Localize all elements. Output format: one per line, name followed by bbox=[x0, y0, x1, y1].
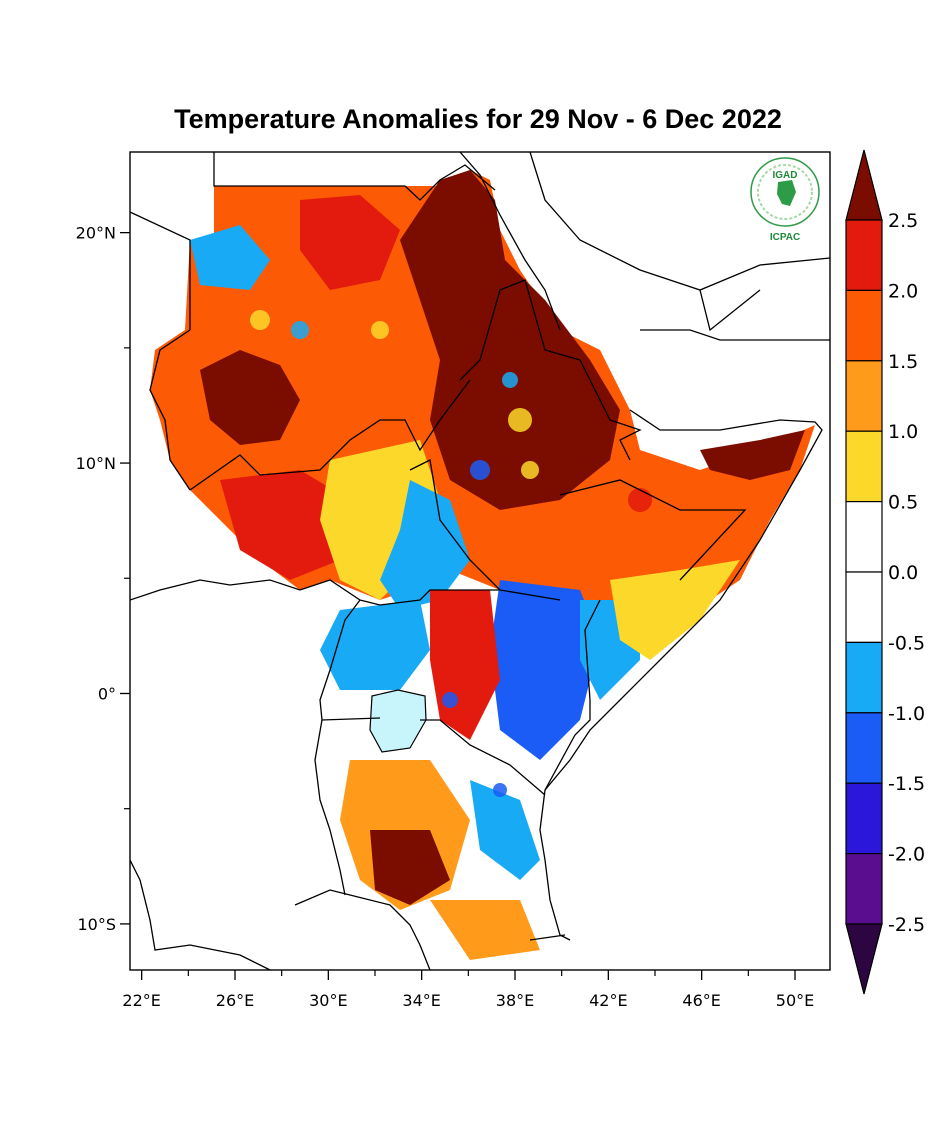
colorbar-level-label: 1.5 bbox=[888, 351, 918, 373]
colorbar-level-label: 1.0 bbox=[888, 421, 918, 443]
colorbar-level-label: 0.0 bbox=[888, 562, 918, 584]
country-borders bbox=[130, 152, 830, 970]
border-car-south-sudan bbox=[130, 579, 381, 606]
anomaly-region-tanzania-south-warm bbox=[430, 900, 540, 960]
logo-bottom-text: ICPAC bbox=[770, 232, 800, 243]
anomaly-region-somalia-south-mild bbox=[610, 560, 740, 660]
anomaly-region-north-hot bbox=[300, 195, 400, 290]
border-yemen bbox=[640, 289, 830, 341]
lake-victoria bbox=[369, 689, 427, 753]
anomaly-field bbox=[150, 170, 815, 960]
anomaly-region-west-sudan-hot bbox=[200, 350, 300, 445]
y-axis: 20°N 10°N 0° 10°S bbox=[76, 224, 130, 934]
anomaly-texture bbox=[250, 310, 652, 797]
anomaly-region-tanzania-coast-cool bbox=[470, 780, 540, 880]
border-libya-egypt bbox=[130, 211, 191, 330]
colorbar-box bbox=[845, 571, 883, 644]
y-tick-label: 0° bbox=[98, 684, 116, 703]
x-tick-label: 30°E bbox=[309, 991, 347, 1010]
africa-map-icon bbox=[777, 180, 796, 206]
border-zambia-malawi bbox=[130, 859, 271, 970]
anomaly-region-egypt-ethiopia-hot bbox=[400, 170, 620, 510]
x-tick-label: 22°E bbox=[122, 991, 160, 1010]
border-chad-sudan bbox=[149, 329, 191, 491]
x-tick-label: 34°E bbox=[402, 991, 440, 1010]
anomaly-region-northwest-cool bbox=[190, 225, 270, 290]
colorbar-bottom-arrow bbox=[845, 923, 883, 995]
plot-frame bbox=[129, 151, 831, 971]
x-tick-label: 38°E bbox=[496, 991, 534, 1010]
anomaly-region-kenya-cold bbox=[490, 580, 600, 760]
anomaly-region-somalia-hot bbox=[700, 430, 805, 480]
y-tick-label: 10°N bbox=[76, 454, 116, 473]
colorbar-box bbox=[845, 219, 883, 292]
border-sudan-south-sudan bbox=[189, 379, 471, 491]
colorbar-level-label: -0.5 bbox=[888, 632, 925, 654]
x-tick-label: 46°E bbox=[682, 991, 720, 1010]
colorbar-level-label: -2.0 bbox=[888, 844, 925, 866]
laurel-icon bbox=[757, 164, 813, 220]
border-kenya-somalia bbox=[544, 599, 601, 791]
colorbar-box bbox=[845, 289, 883, 362]
colorbar-level-label: -1.0 bbox=[888, 703, 925, 725]
border-drc-rwanda-burundi bbox=[314, 719, 346, 896]
border-red-sea-east bbox=[529, 152, 830, 291]
colorbar-top-arrow bbox=[845, 149, 883, 221]
anomaly-region-uganda-cool bbox=[320, 600, 430, 690]
x-tick-label: 50°E bbox=[776, 991, 814, 1010]
colorbar-box bbox=[845, 852, 883, 925]
colorbar-level-label: 2.5 bbox=[888, 210, 918, 232]
colorbar-level-label: -1.5 bbox=[888, 773, 925, 795]
map-title: Temperature Anomalies for 29 Nov - 6 Dec… bbox=[174, 104, 782, 134]
border-mozambique bbox=[529, 934, 566, 941]
colorbar-box bbox=[845, 712, 883, 784]
border-uganda-drc bbox=[319, 599, 381, 721]
border-red-sea-west bbox=[459, 152, 561, 331]
border-sudan-eritrea-ethiopia bbox=[459, 279, 642, 461]
colorbar-level-label: 0.5 bbox=[888, 492, 918, 514]
anomaly-region-central-hot bbox=[220, 470, 350, 580]
x-axis: 22°E 26°E 30°E 34°E 38°E 42°E 46°E 50°E bbox=[122, 970, 814, 1010]
anomaly-region-kenya-cool bbox=[380, 480, 470, 610]
colorbar-level-label: 2.0 bbox=[888, 280, 918, 302]
border-kenya-tanzania bbox=[420, 719, 546, 796]
colorbar-box bbox=[845, 782, 883, 855]
border-uganda bbox=[379, 589, 561, 606]
border-ethiopia-somalia bbox=[559, 479, 747, 581]
border-egypt-sudan bbox=[213, 152, 496, 201]
coastline-horn bbox=[539, 409, 823, 941]
logo-top-text: IGAD bbox=[773, 170, 798, 181]
border-malawi bbox=[294, 889, 431, 970]
y-tick-label: 20°N bbox=[76, 224, 116, 243]
colorbar-box bbox=[845, 501, 883, 573]
colorbar-box bbox=[845, 641, 883, 714]
anomaly-region-tanzania-hot bbox=[370, 830, 450, 905]
y-tick-label: 10°S bbox=[77, 915, 116, 934]
x-tick-label: 42°E bbox=[589, 991, 627, 1010]
colorbar: 2.5 2.0 1.5 1.0 0.5 0.0 -0.5 -1.0 -1.5 -2.0 -2.5 bbox=[845, 149, 925, 995]
border-south-sudan-ethiopia bbox=[409, 459, 501, 591]
colorbar-box bbox=[845, 360, 883, 432]
x-tick-label: 26°E bbox=[216, 991, 254, 1010]
igad-icpac-logo: IGAD ICPAC bbox=[750, 157, 820, 243]
colorbar-level-label: -2.5 bbox=[888, 914, 925, 936]
colorbar-box bbox=[845, 430, 883, 503]
